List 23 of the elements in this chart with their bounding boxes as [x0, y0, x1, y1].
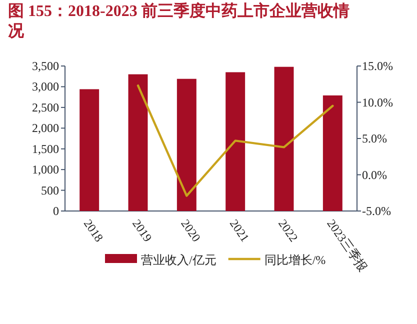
bar: [226, 72, 246, 211]
y-tick-label: 3,500: [32, 59, 59, 73]
line-series: [136, 84, 334, 197]
legend-label: 同比增长/%: [264, 253, 326, 267]
y2-tick-label: 0.0%: [362, 168, 387, 182]
bar: [274, 66, 294, 211]
bar: [128, 74, 148, 211]
bar: [322, 95, 342, 211]
bar: [80, 89, 100, 211]
y-tick-label: 3,000: [32, 80, 59, 94]
chart-title: 图 155：2018-2023 前三季度中药上市企业营收情况: [8, 2, 350, 42]
y-tick-label: 500: [41, 183, 59, 198]
bar: [176, 78, 196, 211]
y-tick-label: 1,500: [32, 142, 59, 156]
y-tick-label: 2,500: [32, 100, 59, 114]
y2-tick-label: 15.0%: [362, 59, 393, 73]
y-tick-label: 0: [53, 204, 59, 218]
y-tick-label: 1,000: [32, 162, 59, 177]
y2-tick-label: -5.0%: [362, 204, 391, 218]
y2-tick-label: 10.0%: [362, 95, 393, 110]
y-tick-label: 2,000: [32, 121, 59, 136]
y2-tick-label: 5.0%: [362, 132, 387, 146]
legend-label: 营业收入/亿元: [141, 253, 216, 267]
